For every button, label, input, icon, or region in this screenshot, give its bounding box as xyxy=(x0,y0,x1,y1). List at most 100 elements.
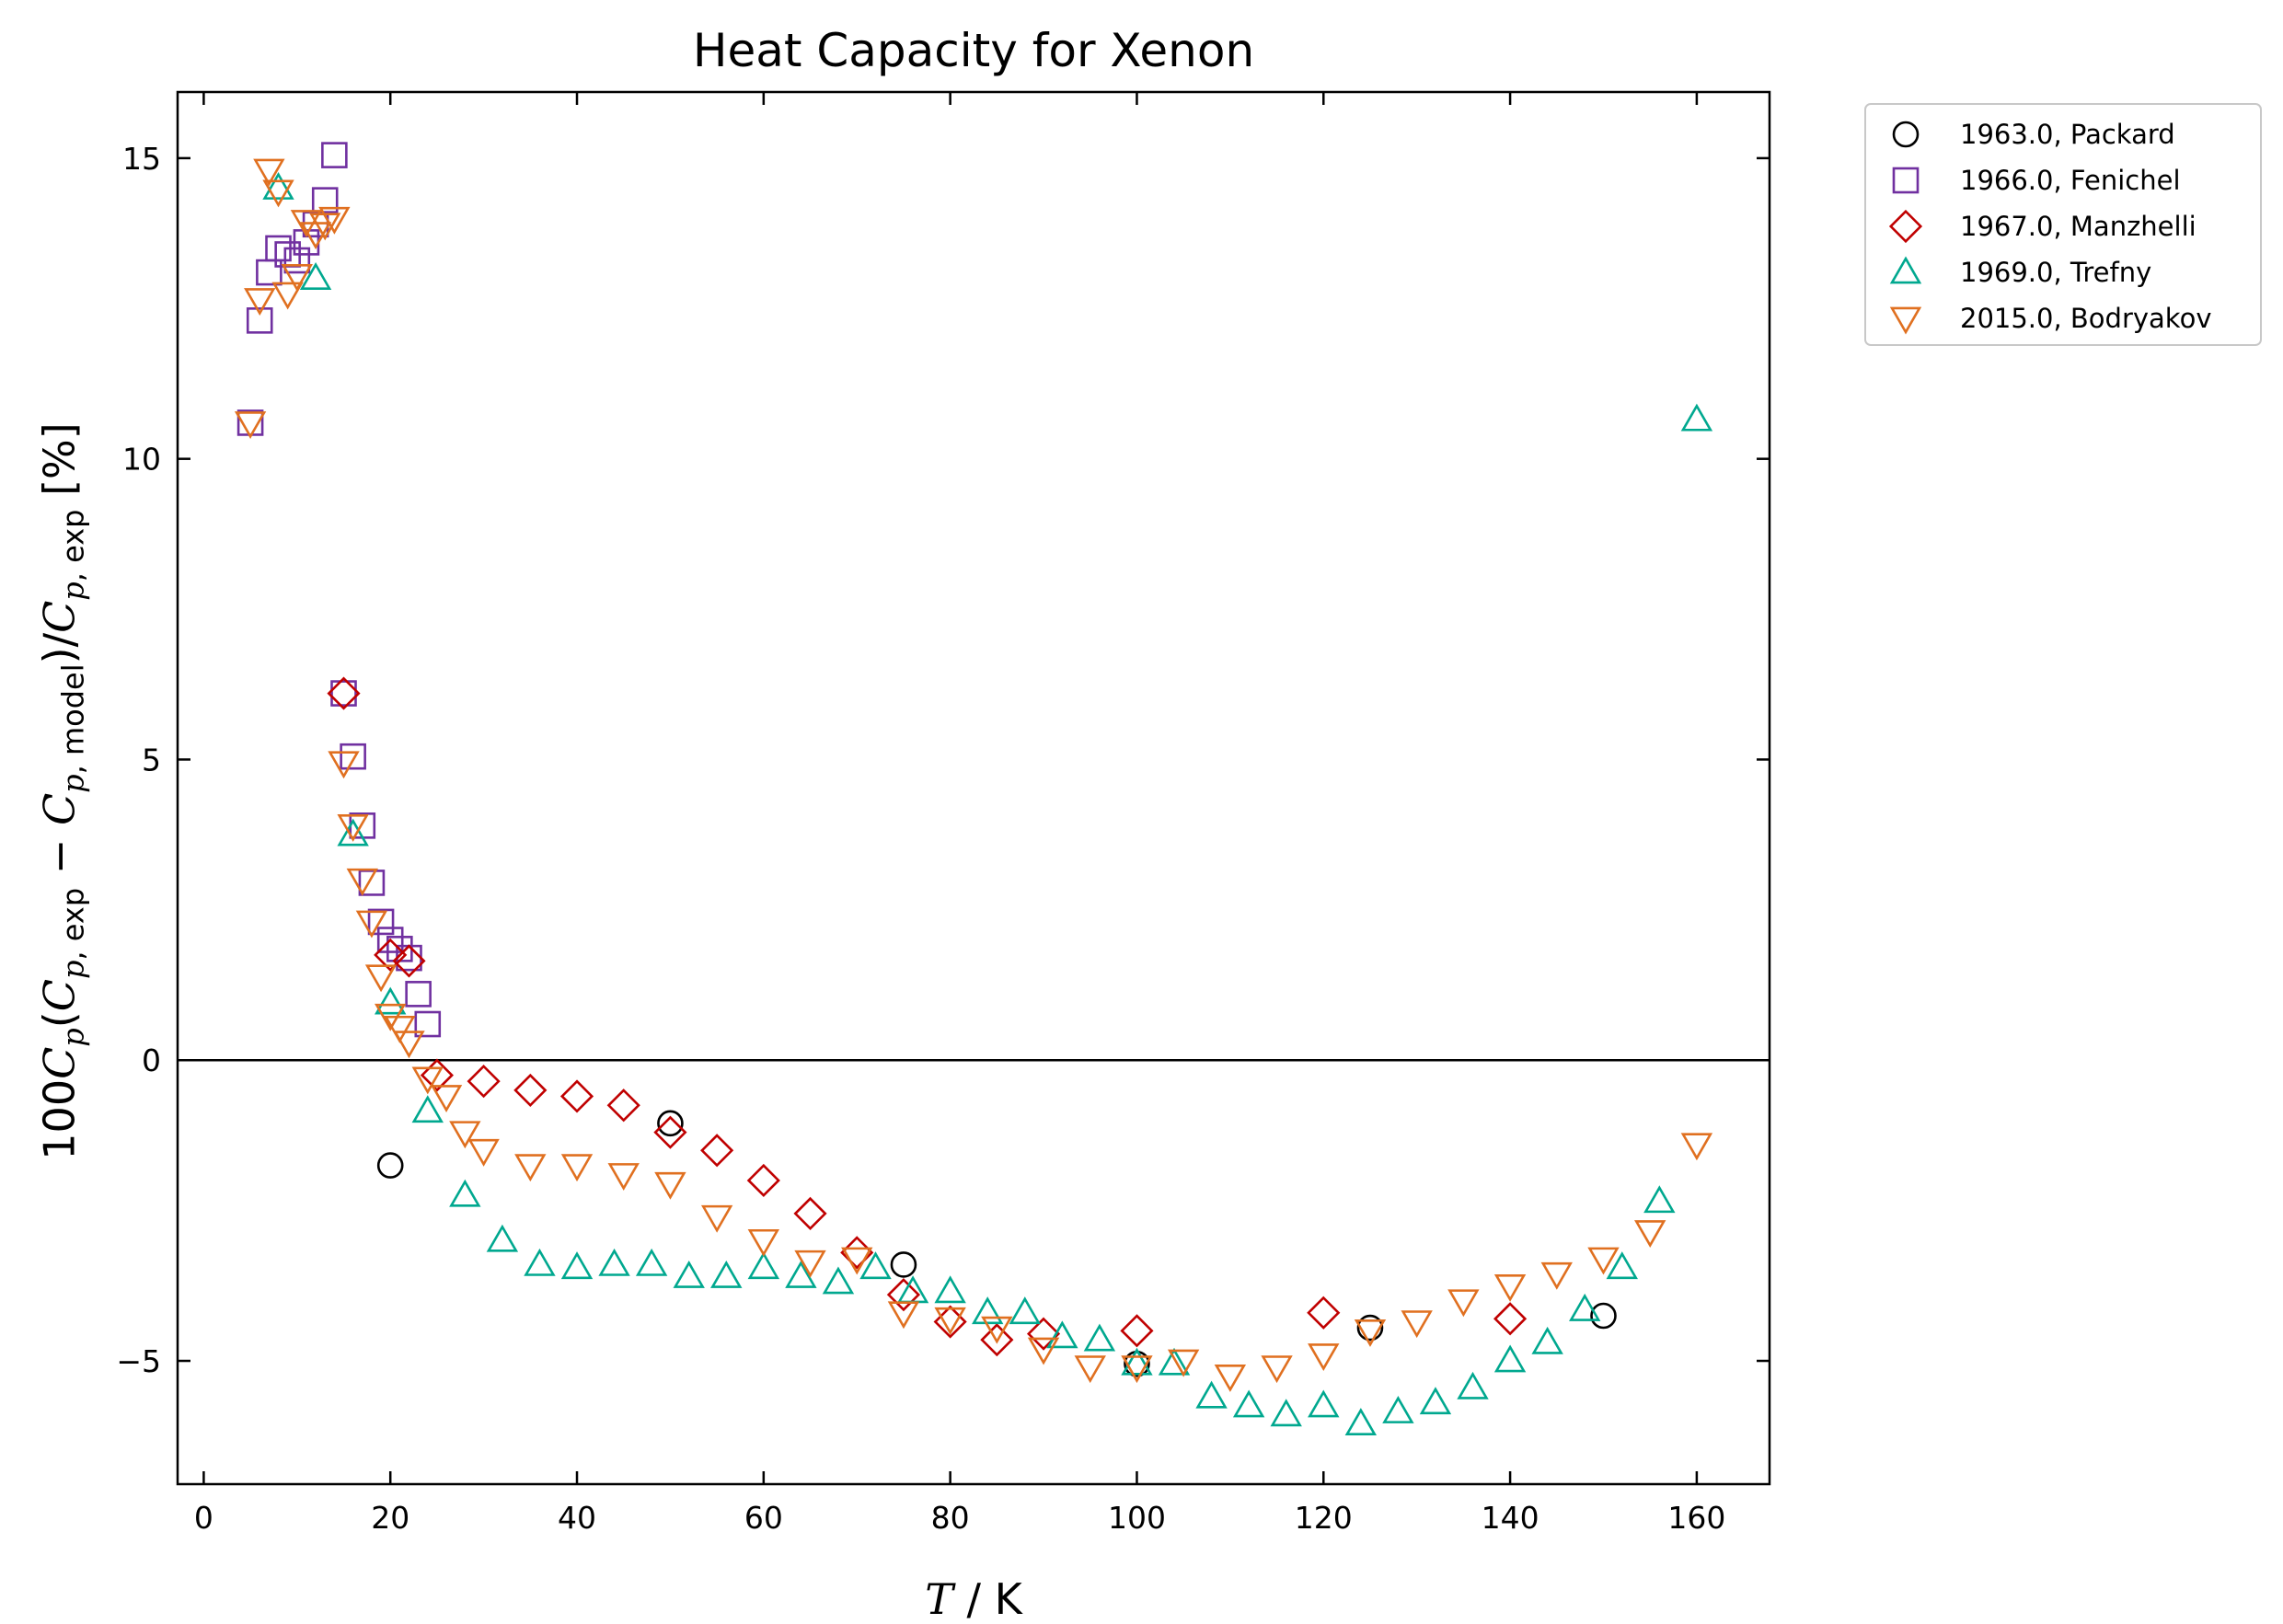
data-point xyxy=(1401,1310,1433,1339)
data-point xyxy=(934,1275,966,1304)
data-point xyxy=(281,263,313,292)
data-point xyxy=(405,981,432,1008)
data-point xyxy=(793,1196,827,1230)
data-point xyxy=(376,1152,404,1179)
data-point xyxy=(420,1058,454,1092)
data-point xyxy=(1121,1355,1153,1384)
data-point xyxy=(841,1247,873,1275)
series-4 xyxy=(234,158,1713,1392)
data-point xyxy=(980,1323,1014,1357)
legend-entry: 1967.0, Manzhelli xyxy=(1888,209,2197,244)
data-point xyxy=(299,262,332,290)
x-tick-label: 0 xyxy=(194,1500,213,1536)
data-point xyxy=(262,172,294,200)
data-point xyxy=(384,1015,416,1043)
data-point xyxy=(1308,1343,1340,1372)
data-point xyxy=(449,1179,481,1207)
data-point xyxy=(1270,1399,1302,1427)
data-point xyxy=(1026,1317,1061,1351)
y-tick-label: 0 xyxy=(142,1042,161,1078)
data-point xyxy=(1590,1302,1617,1330)
data-point xyxy=(747,1228,780,1257)
data-point xyxy=(890,1251,917,1278)
series-3 xyxy=(262,172,1713,1435)
legend-label: 2015.0, Bodryakov xyxy=(1960,303,2211,334)
data-point xyxy=(560,1154,594,1182)
data-point xyxy=(411,1095,444,1123)
legend-entry: 1966.0, Fenichel xyxy=(1892,165,2181,196)
chart-title: Heat Capacity for Xenon xyxy=(693,24,1254,77)
data-point xyxy=(467,1065,501,1099)
data-point xyxy=(271,282,304,310)
data-point xyxy=(1214,1365,1247,1392)
data-point xyxy=(1261,1355,1293,1384)
data-point xyxy=(794,1250,826,1278)
data-point xyxy=(283,247,311,274)
legend-marker xyxy=(1889,256,1922,284)
data-point xyxy=(981,1316,1013,1344)
data-point xyxy=(1009,1296,1041,1325)
legend-box xyxy=(1864,103,2262,346)
data-point xyxy=(318,206,351,235)
data-point xyxy=(234,411,267,440)
data-point xyxy=(514,1154,547,1182)
data-point xyxy=(700,1204,733,1233)
data-point xyxy=(1457,1371,1489,1399)
data-point xyxy=(330,680,357,707)
legend-entry: 1969.0, Trefny xyxy=(1889,256,2151,288)
legend-entry: 1963.0, Packard xyxy=(1892,119,2175,150)
data-point xyxy=(934,1307,966,1335)
data-point xyxy=(1680,403,1713,432)
data-point xyxy=(785,1260,817,1288)
data-point xyxy=(524,1248,556,1276)
data-point xyxy=(346,868,378,896)
data-point xyxy=(337,813,369,842)
data-point xyxy=(859,1251,892,1280)
data-point xyxy=(635,1248,668,1276)
data-point xyxy=(1120,1314,1154,1348)
data-point xyxy=(607,1163,640,1191)
data-point xyxy=(311,187,339,213)
data-point xyxy=(1587,1247,1620,1275)
legend-label: 1969.0, Trefny xyxy=(1960,257,2151,288)
data-point xyxy=(972,1296,1004,1325)
data-point xyxy=(337,818,369,847)
series-2 xyxy=(327,676,1528,1357)
data-point xyxy=(1606,1251,1638,1280)
data-point xyxy=(374,938,408,972)
data-point xyxy=(1569,1293,1601,1321)
data-point xyxy=(262,179,294,208)
y-tick-label: −5 xyxy=(116,1343,161,1379)
legend-label: 1966.0, Fenichel xyxy=(1960,165,2181,196)
data-point xyxy=(1167,1349,1200,1377)
data-point xyxy=(393,1031,425,1059)
data-point xyxy=(1354,1319,1387,1347)
legend-marker xyxy=(1888,209,1923,244)
data-point xyxy=(654,1171,686,1200)
legend: 1963.0, Packard 1966.0, Fenichel 1967.0, M… xyxy=(1864,103,2262,346)
data-point xyxy=(710,1260,743,1288)
x-tick-label: 140 xyxy=(1482,1500,1539,1536)
data-point xyxy=(1493,1302,1528,1336)
data-point xyxy=(414,1010,442,1038)
data-point xyxy=(392,944,426,978)
data-point xyxy=(321,142,348,168)
data-point xyxy=(375,986,407,1015)
data-points-layer xyxy=(234,142,1713,1435)
data-point xyxy=(1308,1389,1340,1418)
x-tick-label: 120 xyxy=(1295,1500,1353,1536)
series-0 xyxy=(376,1110,1617,1377)
x-tick-label: 60 xyxy=(744,1500,783,1536)
data-point xyxy=(327,676,361,710)
y-axis-label: 100Cp(Cp, exp − Cp, model)/Cp, exp [%] xyxy=(34,422,91,1160)
data-point xyxy=(1382,1396,1414,1423)
data-point xyxy=(1540,1261,1573,1290)
data-point xyxy=(253,158,285,187)
data-point xyxy=(886,1278,921,1312)
data-point xyxy=(244,288,276,317)
data-point xyxy=(1344,1408,1378,1435)
data-point xyxy=(606,1088,640,1123)
data-point xyxy=(430,1085,463,1113)
x-tick-label: 80 xyxy=(931,1500,970,1536)
